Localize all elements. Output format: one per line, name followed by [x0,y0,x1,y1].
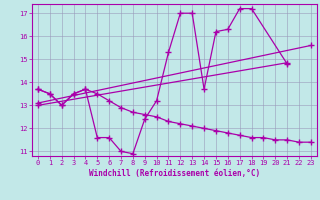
X-axis label: Windchill (Refroidissement éolien,°C): Windchill (Refroidissement éolien,°C) [89,169,260,178]
